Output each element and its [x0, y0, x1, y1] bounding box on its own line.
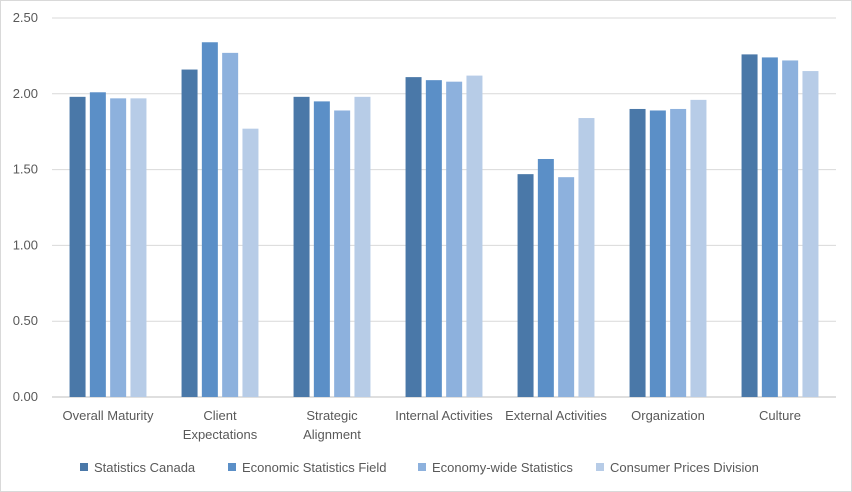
bar-2-3 [446, 81, 463, 397]
bar-3-5 [690, 99, 707, 397]
legend-swatch [418, 463, 426, 471]
legend-swatch [80, 463, 88, 471]
legend-label: Economy-wide Statistics [432, 460, 573, 475]
y-tick-label: 2.00 [13, 86, 38, 101]
x-tick-label: Culture [759, 408, 801, 423]
legend-label: Economic Statistics Field [242, 460, 387, 475]
bar-2-0 [110, 98, 127, 398]
x-tick-label: Alignment [303, 427, 361, 442]
x-tick-label: Internal Activities [395, 408, 493, 423]
bar-3-6 [802, 71, 819, 397]
y-tick-label: 1.00 [13, 237, 38, 252]
x-tick-label: Expectations [183, 427, 258, 442]
bar-2-6 [782, 60, 799, 397]
gridlines [52, 17, 836, 398]
bar-3-0 [130, 98, 147, 398]
x-tick-label: Client [203, 408, 237, 423]
y-tick-label: 0.00 [13, 389, 38, 404]
bar-0-4 [517, 174, 534, 397]
bar-0-1 [181, 69, 198, 397]
y-tick-label: 0.50 [13, 313, 38, 328]
legend-swatch [596, 463, 604, 471]
bar-1-3 [425, 80, 442, 397]
bar-3-1 [242, 128, 259, 397]
bar-3-3 [466, 75, 483, 397]
bar-2-1 [222, 52, 239, 397]
x-tick-label: Strategic [306, 408, 358, 423]
bar-2-4 [558, 177, 575, 397]
bar-1-4 [537, 158, 554, 397]
bar-1-6 [761, 57, 778, 397]
y-tick-label: 2.50 [13, 10, 38, 25]
legend-label: Statistics Canada [94, 460, 196, 475]
x-tick-label: Overall Maturity [62, 408, 154, 423]
bar-3-4 [578, 118, 595, 397]
legend-label: Consumer Prices Division [610, 460, 759, 475]
bar-2-5 [670, 108, 687, 398]
y-axis: 0.00 0.50 1.00 1.50 2.00 2.50 [13, 10, 38, 404]
bar-0-5 [629, 108, 646, 398]
bar-0-6 [741, 54, 758, 397]
bar-3-2 [354, 96, 371, 397]
legend-swatch [228, 463, 236, 471]
bar-1-5 [649, 110, 666, 397]
bar-0-0 [69, 96, 86, 397]
bar-1-2 [313, 101, 330, 397]
bar-0-2 [293, 96, 310, 397]
bar-1-1 [201, 42, 218, 397]
bar-0-3 [405, 77, 422, 398]
y-tick-label: 1.50 [13, 162, 38, 177]
x-tick-label: External Activities [505, 408, 607, 423]
x-axis: Overall Maturity Client Expectations Strate… [62, 408, 800, 442]
legend: Statistics Canada Economic Statistics Fie… [80, 460, 759, 475]
bars [69, 42, 819, 398]
x-tick-label: Organization [631, 408, 705, 423]
bar-1-0 [89, 92, 106, 397]
bar-2-2 [334, 110, 351, 397]
